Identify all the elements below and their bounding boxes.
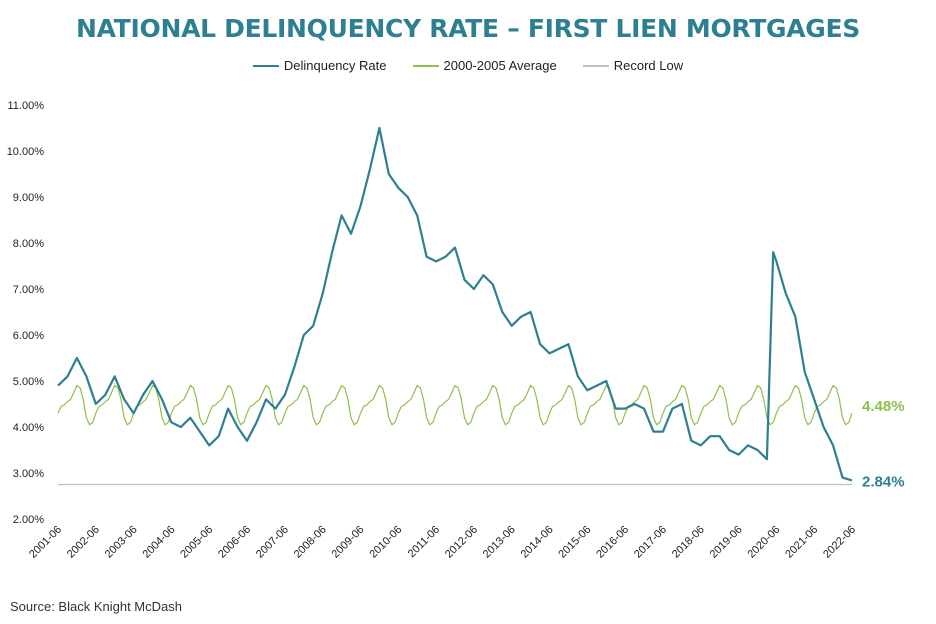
x-tick-label: 2013-06 [481, 524, 518, 561]
average-end-label: 4.48% [862, 398, 905, 415]
y-tick-label: 8.00% [13, 238, 44, 250]
legend-swatch-average [412, 64, 439, 67]
delinquency-rate-end-label: 2.84% [862, 473, 905, 490]
x-tick-label: 2018-06 [670, 524, 707, 561]
legend-swatch-record-low [582, 64, 609, 67]
y-tick-label: 5.00% [13, 376, 44, 388]
average-series-line [57, 384, 853, 426]
x-tick-label: 2001-06 [27, 524, 64, 561]
x-tick-label: 2015-06 [556, 524, 593, 561]
y-tick-label: 3.00% [13, 468, 44, 480]
x-tick-label: 2012-06 [443, 524, 480, 561]
legend-swatch-delinquency-rate [252, 64, 279, 67]
x-tick-label: 2017-06 [632, 524, 669, 561]
x-tick-label: 2019-06 [708, 524, 745, 561]
x-tick-label: 2014-06 [519, 524, 556, 561]
chart-legend: Delinquency Rate 2000-2005 Average Recor… [0, 58, 936, 73]
y-tick-label: 2.00% [13, 514, 44, 526]
y-tick-label: 9.00% [13, 192, 44, 204]
legend-label-delinquency-rate: Delinquency Rate [283, 58, 387, 73]
y-tick-label: 10.00% [7, 146, 45, 158]
x-tick-label: 2011-06 [406, 524, 442, 560]
legend-label-average: 2000-2005 Average [443, 58, 557, 73]
x-tick-label: 2020-06 [745, 524, 782, 561]
x-tick-label: 2003-06 [103, 524, 140, 561]
legend-item-average: 2000-2005 Average [412, 58, 557, 73]
y-tick-label: 7.00% [13, 284, 44, 296]
x-tick-label: 2009-06 [330, 524, 367, 561]
x-tick-label: 2022-06 [821, 524, 858, 561]
legend-item-record-low: Record Low [582, 58, 684, 73]
x-tick-label: 2004-06 [141, 524, 178, 561]
legend-label-record-low: Record Low [613, 58, 684, 73]
x-tick-label: 2021-06 [783, 524, 820, 561]
y-tick-label: 4.00% [13, 422, 44, 434]
x-tick-label: 2002-06 [65, 524, 102, 561]
x-tick-label: 2016-06 [594, 524, 631, 561]
x-tick-label: 2005-06 [178, 524, 215, 561]
y-tick-label: 11.00% [8, 100, 45, 112]
x-tick-label: 2007-06 [254, 524, 291, 561]
chart-title: NATIONAL DELINQUENCY RATE – FIRST LIEN M… [76, 14, 860, 43]
x-tick-label: 2006-06 [216, 524, 253, 561]
y-tick-label: 6.00% [13, 330, 44, 342]
legend-item-delinquency-rate: Delinquency Rate [252, 58, 387, 73]
delinquency-rate-series-line [57, 126, 853, 482]
x-tick-label: 2008-06 [292, 524, 329, 561]
x-tick-label: 2010-06 [367, 524, 404, 561]
source-note: Source: Black Knight McDash [10, 599, 182, 614]
